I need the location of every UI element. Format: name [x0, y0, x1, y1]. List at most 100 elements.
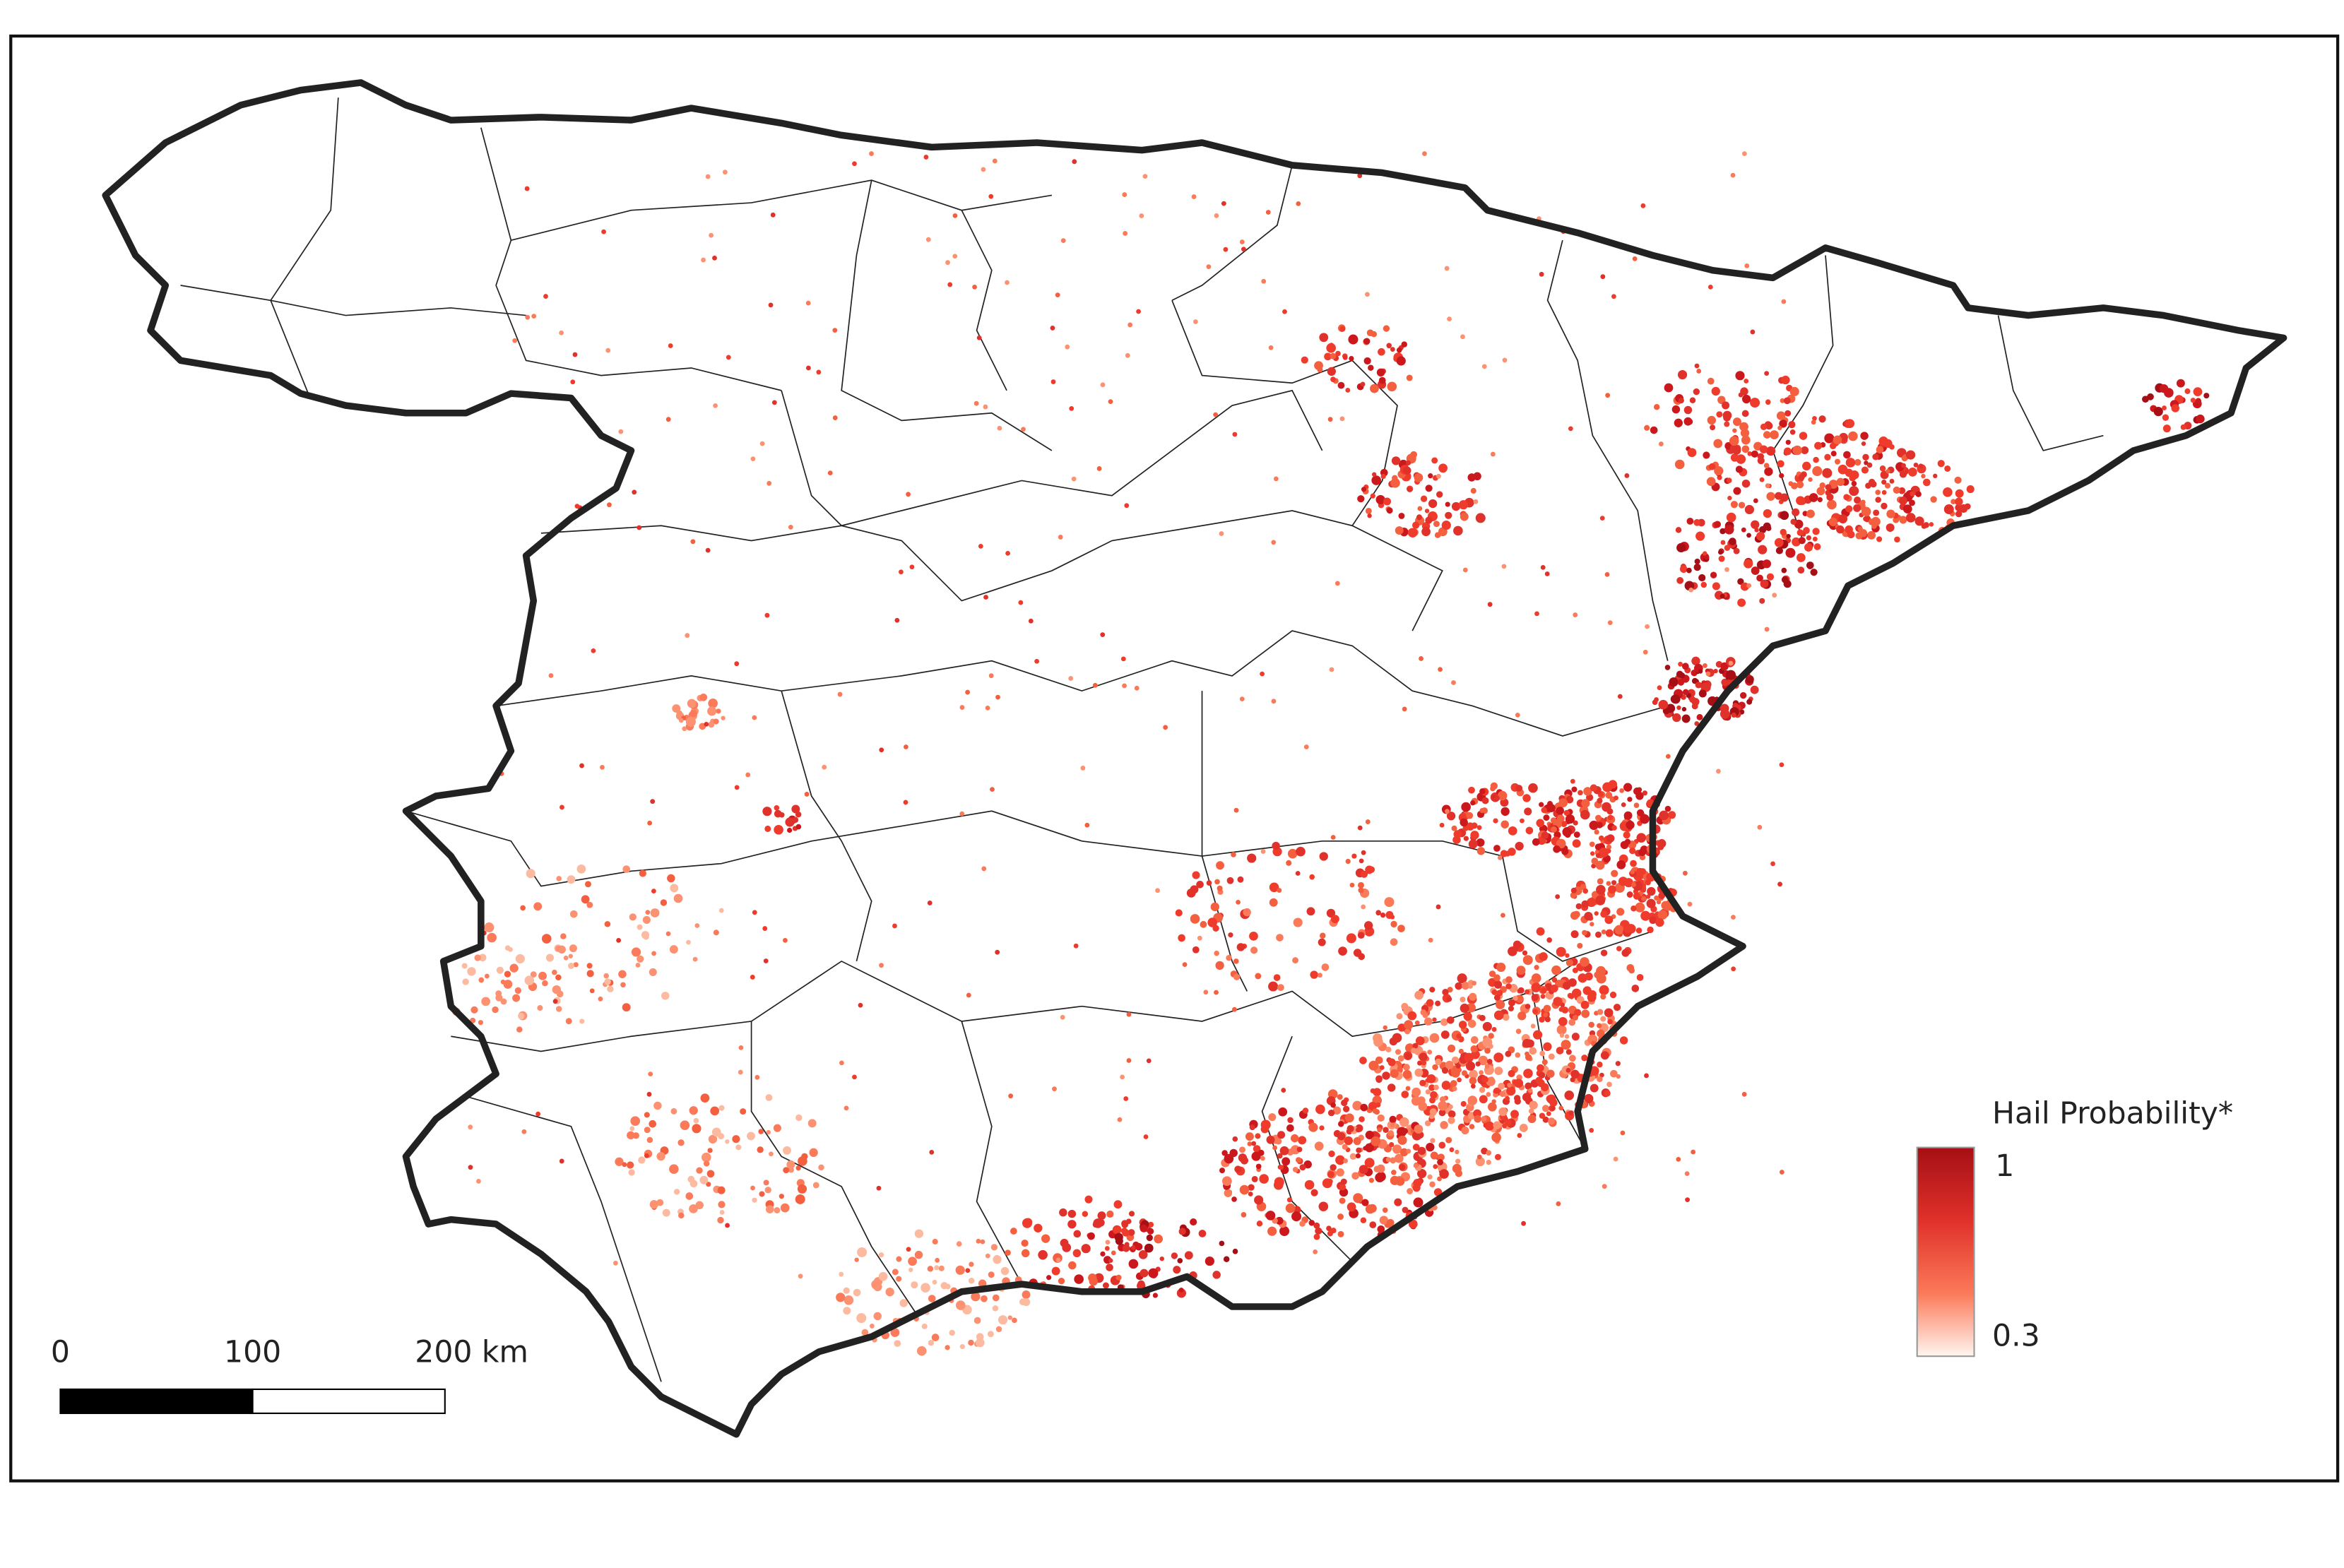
hail-dot	[1531, 973, 1541, 983]
hail-dot	[512, 338, 518, 343]
hail-dot	[1729, 537, 1736, 545]
hail-dot	[792, 816, 799, 824]
hail-dot	[1759, 445, 1768, 453]
hail-dot	[1686, 567, 1692, 574]
hail-dot	[839, 1271, 844, 1277]
hail-dot	[1502, 1123, 1507, 1129]
hail-dot	[1395, 1049, 1402, 1055]
hail-dot	[1271, 699, 1277, 704]
hail-dot	[1355, 1153, 1361, 1159]
hail-dot	[1539, 1112, 1546, 1119]
hail-dot	[689, 1204, 698, 1213]
hail-dot	[1630, 869, 1635, 874]
hail-dot	[1783, 397, 1791, 405]
hail-dot	[1455, 1063, 1461, 1069]
hail-dot	[1578, 790, 1583, 796]
hail-dot	[769, 1151, 774, 1157]
hail-dot	[538, 971, 547, 980]
hail-dot	[1403, 466, 1411, 475]
scale-bar: 0 100 200 km	[51, 1336, 528, 1415]
hail-dot	[622, 1162, 627, 1168]
hail-dot	[1808, 477, 1813, 482]
hail-dot	[1733, 547, 1740, 554]
hail-dot	[805, 300, 811, 306]
hail-dot	[992, 1294, 1000, 1302]
hail-dot	[1309, 874, 1315, 880]
hail-dot	[908, 1267, 913, 1273]
hail-dot	[1750, 329, 1756, 335]
hail-dot	[574, 504, 580, 509]
hail-dot	[1765, 525, 1772, 531]
hail-dot	[1319, 852, 1328, 861]
hail-dot	[649, 968, 657, 976]
hail-dot	[1873, 509, 1880, 516]
hail-dot	[1159, 1256, 1164, 1261]
hail-dot	[763, 1180, 769, 1186]
hail-dot	[1642, 649, 1648, 655]
hail-dot	[1476, 825, 1482, 831]
hail-dot	[1206, 264, 1212, 270]
hail-dot	[1420, 495, 1428, 502]
hail-dot	[837, 691, 843, 697]
hail-dot	[642, 915, 651, 924]
hail-dot	[1177, 1258, 1183, 1264]
hail-dot	[1268, 1113, 1277, 1122]
hail-dot	[1358, 887, 1364, 893]
hail-dot	[1875, 497, 1881, 503]
hail-dot	[1623, 783, 1633, 792]
hail-dot	[1292, 957, 1299, 964]
hail-dot	[1359, 1116, 1365, 1122]
hail-dot	[1580, 1000, 1590, 1009]
hail-dot	[1383, 497, 1392, 506]
hail-dot	[1516, 966, 1526, 975]
hail-dot	[914, 1250, 923, 1259]
hail-dot	[1570, 778, 1575, 784]
hail-dot	[1606, 844, 1611, 850]
hail-dot	[1390, 347, 1395, 352]
hail-dot	[1731, 966, 1736, 972]
hail-dot	[1735, 371, 1745, 381]
hail-dot	[1260, 1119, 1271, 1130]
hail-dot	[1649, 916, 1657, 925]
hail-dot	[1192, 319, 1198, 324]
hail-dot	[1455, 982, 1463, 990]
hail-dot	[1824, 433, 1835, 444]
hail-dot	[1757, 824, 1763, 830]
hail-dot	[1292, 1167, 1298, 1172]
hail-dot	[914, 1229, 924, 1238]
hail-dot	[569, 944, 577, 953]
hail-dot	[1720, 662, 1729, 671]
hail-dot	[1757, 457, 1765, 465]
hail-dot	[980, 1239, 985, 1245]
hail-dot	[1401, 1002, 1409, 1011]
hail-dot	[1236, 943, 1245, 951]
hail-dot	[1781, 299, 1787, 304]
hail-dot	[1693, 388, 1700, 396]
hail-dot	[1636, 809, 1645, 816]
hail-dot	[1460, 334, 1465, 340]
hail-dot	[899, 1299, 908, 1307]
hail-dot	[1332, 1106, 1342, 1115]
scale-label: 100	[224, 1336, 281, 1370]
hail-dot	[1558, 798, 1568, 807]
hail-dot	[1676, 705, 1681, 711]
hail-dot	[1531, 994, 1539, 1002]
hail-dot	[843, 1307, 851, 1315]
hail-dot	[1659, 810, 1669, 821]
hail-dot	[766, 1129, 771, 1135]
hail-dot	[1407, 487, 1412, 492]
hail-dot	[545, 954, 554, 962]
hail-dot	[740, 1108, 747, 1115]
hail-dot	[1859, 529, 1868, 537]
hail-dot	[1572, 1014, 1578, 1021]
hail-dot	[2203, 393, 2210, 399]
hail-dot	[565, 1018, 572, 1025]
hail-dot	[1665, 754, 1671, 759]
hail-dot	[1595, 814, 1602, 821]
hail-dot	[1335, 1155, 1345, 1165]
hail-dot	[1744, 379, 1749, 384]
hail-dot	[1611, 294, 1616, 299]
hail-dot	[1342, 1105, 1350, 1112]
hail-dot	[637, 525, 642, 530]
hail-dot	[1481, 797, 1489, 804]
